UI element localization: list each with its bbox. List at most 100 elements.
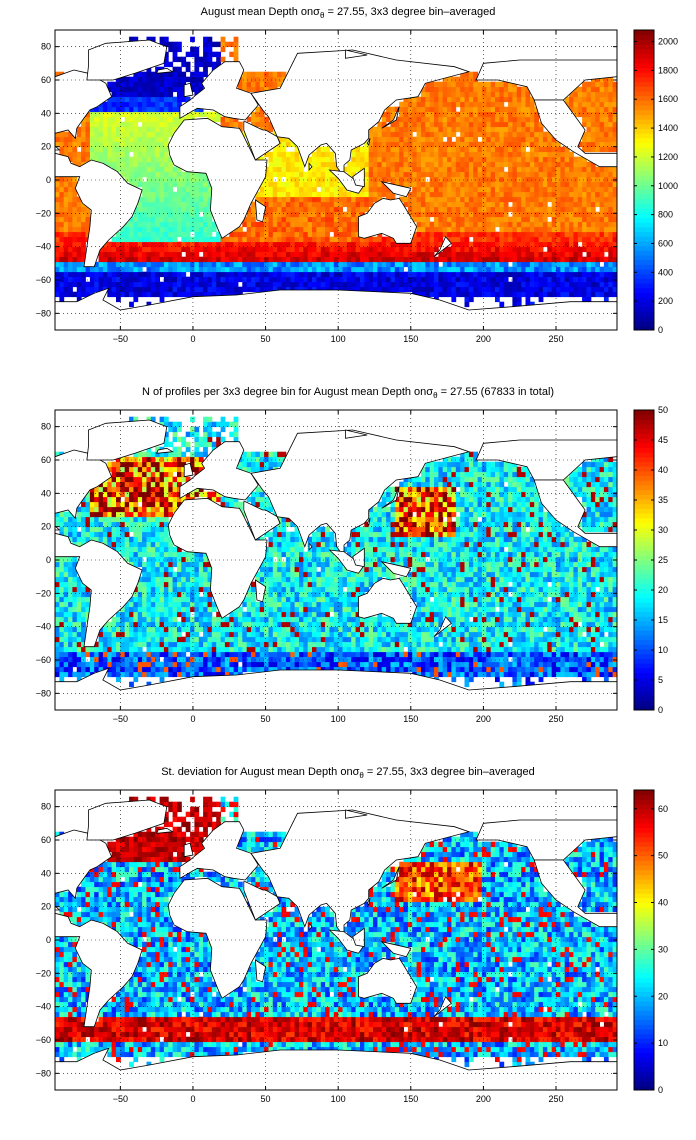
bin-cell bbox=[85, 126, 91, 133]
bin-cell bbox=[216, 266, 221, 273]
bin-cell bbox=[556, 191, 561, 198]
bin-cell bbox=[464, 96, 470, 103]
bin-cell bbox=[455, 76, 461, 83]
bin-cell bbox=[490, 126, 496, 133]
bin-cell bbox=[503, 261, 509, 268]
bin-cell bbox=[168, 251, 174, 258]
bin-cell bbox=[421, 141, 426, 148]
bin-cell bbox=[76, 616, 82, 623]
bin-cell bbox=[421, 126, 426, 133]
bin-cell bbox=[76, 231, 82, 238]
bin-cell bbox=[120, 86, 126, 93]
bin-cell bbox=[116, 251, 121, 258]
colorbar-segment bbox=[634, 58, 654, 64]
bin-cell bbox=[124, 521, 130, 528]
bin-cell bbox=[142, 101, 147, 108]
bin-cell bbox=[451, 221, 457, 228]
bin-cell bbox=[582, 206, 587, 213]
bin-cell bbox=[560, 161, 566, 168]
bin-cell bbox=[168, 231, 174, 238]
bin-cell bbox=[207, 226, 213, 233]
bin-cell bbox=[460, 216, 465, 223]
bin-cell bbox=[429, 151, 435, 158]
bin-cell bbox=[486, 151, 492, 158]
bin-cell bbox=[464, 136, 470, 143]
bin-cell bbox=[294, 146, 300, 153]
bin-cell bbox=[542, 181, 548, 188]
bin-cell bbox=[381, 151, 387, 158]
bin-cell bbox=[421, 196, 426, 203]
bin-cell bbox=[508, 91, 513, 98]
bin-cell bbox=[277, 186, 282, 193]
bin-cell bbox=[150, 106, 156, 113]
bin-cell bbox=[290, 201, 296, 208]
bin-cell bbox=[116, 546, 121, 553]
bin-cell bbox=[129, 666, 134, 673]
bin-cell bbox=[442, 86, 448, 93]
bin-cell bbox=[124, 121, 130, 128]
bin-cell bbox=[329, 276, 335, 283]
bin-cell bbox=[168, 166, 174, 173]
bin-cell bbox=[203, 51, 208, 58]
bin-cell bbox=[129, 626, 134, 633]
bin-cell bbox=[377, 271, 383, 278]
bin-cell bbox=[329, 261, 335, 268]
bin-cell bbox=[451, 276, 457, 283]
bin-cell bbox=[89, 141, 95, 148]
bin-cell bbox=[573, 101, 579, 108]
bin-cell bbox=[98, 496, 104, 503]
bin-cell bbox=[68, 531, 73, 538]
bin-cell bbox=[120, 76, 126, 83]
bin-cell bbox=[499, 236, 505, 243]
bin-cell bbox=[194, 261, 200, 268]
bin-cell bbox=[89, 656, 95, 663]
bin-cell bbox=[603, 271, 609, 278]
bin-cell bbox=[499, 116, 505, 123]
bin-cell bbox=[185, 211, 191, 218]
bin-cell bbox=[76, 136, 82, 143]
bin-cell bbox=[542, 201, 548, 208]
bin-cell bbox=[129, 76, 134, 83]
bin-cell bbox=[438, 276, 444, 283]
bin-cell bbox=[381, 191, 387, 198]
bin-cell bbox=[111, 241, 117, 248]
bin-cell bbox=[89, 516, 95, 523]
bin-cell bbox=[255, 261, 261, 268]
bin-cell bbox=[89, 121, 95, 128]
bin-cell bbox=[403, 261, 409, 268]
bin-cell bbox=[107, 656, 113, 663]
bin-cell bbox=[595, 116, 600, 123]
bin-cell bbox=[98, 276, 104, 283]
bin-cell bbox=[150, 81, 156, 88]
bin-cell bbox=[281, 221, 287, 228]
bin-cell bbox=[142, 76, 147, 83]
bin-cell bbox=[312, 151, 317, 158]
bin-cell bbox=[547, 161, 553, 168]
bin-cell bbox=[111, 126, 117, 133]
colorbar-segment bbox=[634, 189, 654, 195]
bin-cell bbox=[477, 251, 483, 258]
bin-cell bbox=[68, 616, 73, 623]
bin-cell bbox=[495, 266, 500, 273]
bin-cell bbox=[85, 271, 91, 278]
bin-cell bbox=[290, 161, 296, 168]
bin-cell bbox=[224, 116, 230, 123]
bin-cell bbox=[486, 146, 492, 153]
bin-cell bbox=[281, 226, 287, 233]
bin-cell bbox=[521, 91, 526, 98]
bin-cell bbox=[111, 286, 117, 293]
bin-cell bbox=[116, 281, 121, 288]
bin-cell bbox=[333, 246, 339, 253]
bin-cell bbox=[508, 266, 513, 273]
bin-cell bbox=[425, 191, 431, 198]
bin-cell bbox=[338, 271, 343, 278]
bin-cell bbox=[434, 111, 439, 118]
bin-cell bbox=[464, 186, 470, 193]
bin-cell bbox=[403, 251, 409, 258]
bin-cell bbox=[425, 246, 431, 253]
bin-cell bbox=[547, 261, 553, 268]
bin-cell bbox=[508, 111, 513, 118]
bin-cell bbox=[394, 141, 400, 148]
bin-cell bbox=[264, 116, 269, 123]
bin-cell bbox=[447, 291, 452, 298]
